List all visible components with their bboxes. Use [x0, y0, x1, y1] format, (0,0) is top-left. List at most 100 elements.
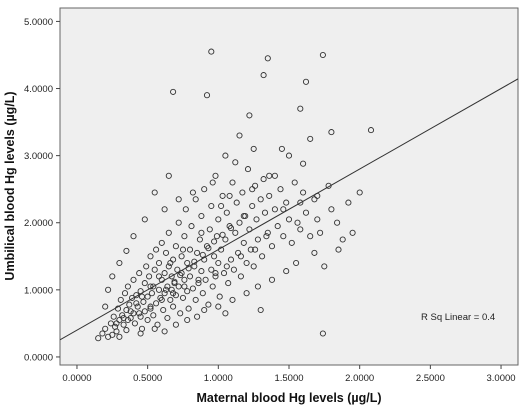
data-point [283, 199, 290, 206]
data-point [179, 246, 187, 253]
data-point [311, 249, 318, 256]
data-point [215, 216, 222, 223]
data-point [222, 310, 229, 317]
y-tick-label: 2.0000 [24, 218, 53, 229]
data-point [131, 320, 138, 327]
data-point [335, 246, 342, 253]
data-point [212, 273, 219, 280]
data-point [147, 303, 154, 310]
data-point [198, 229, 205, 236]
data-point [165, 229, 172, 236]
data-point [215, 303, 222, 310]
data-point [202, 276, 209, 283]
data-point [130, 233, 137, 240]
data-point [223, 263, 230, 270]
data-point [151, 266, 158, 273]
data-point [181, 283, 188, 290]
data-point [239, 189, 246, 196]
data-point [349, 229, 356, 236]
data-point [162, 286, 170, 293]
data-point [288, 239, 295, 246]
data-point [136, 270, 143, 277]
data-point [261, 209, 269, 216]
data-point [137, 313, 144, 320]
data-point [172, 243, 179, 250]
data-point [233, 199, 240, 206]
data-point [189, 189, 196, 196]
data-point [263, 233, 270, 240]
data-point [271, 206, 278, 213]
data-point [116, 259, 123, 267]
data-point [302, 209, 310, 216]
x-tick-label: 2.0000 [345, 373, 374, 384]
x-tick-label: 0.5000 [133, 373, 162, 384]
data-point [172, 321, 179, 328]
data-point [252, 246, 259, 253]
data-point [109, 331, 116, 338]
data-point [192, 196, 199, 203]
data-point [185, 305, 192, 312]
data-point [141, 216, 148, 223]
data-point [147, 253, 154, 260]
data-point [285, 152, 293, 159]
data-point [165, 263, 172, 270]
data-point [278, 145, 285, 152]
data-point [227, 225, 235, 232]
data-point [208, 266, 215, 273]
data-point [195, 280, 202, 287]
y-tick-label: 3.0000 [24, 151, 53, 162]
data-point [127, 308, 134, 315]
data-point [227, 256, 235, 263]
data-point [266, 192, 273, 199]
data-point [120, 321, 127, 328]
data-point [319, 330, 326, 337]
data-point [164, 314, 171, 322]
data-point [130, 276, 137, 283]
data-point [178, 253, 185, 260]
data-point [229, 179, 236, 186]
data-point [244, 166, 252, 173]
x-axis-title: Maternal blood Hg levels (µg/L) [197, 391, 382, 405]
data-point [171, 278, 178, 285]
x-tick-label: 0.0000 [62, 373, 91, 384]
data-point [339, 236, 346, 243]
data-point [161, 328, 168, 335]
data-point [134, 303, 141, 310]
data-point [186, 246, 194, 253]
data-point [280, 206, 287, 213]
data-point [167, 296, 174, 303]
data-point [230, 266, 237, 273]
data-point [102, 325, 109, 332]
data-point [189, 285, 196, 292]
data-point [198, 268, 205, 275]
data-point [208, 48, 215, 55]
data-point [356, 189, 363, 196]
data-point [201, 306, 208, 314]
data-point [177, 310, 184, 317]
data-point [146, 273, 153, 280]
x-tick-label: 1.5000 [274, 373, 303, 384]
data-point [124, 283, 131, 290]
data-point [334, 219, 341, 226]
data-point [184, 259, 191, 267]
data-point [138, 293, 146, 300]
data-point [220, 270, 228, 277]
r-squared-annotation: R Sq Linear = 0.4 [421, 312, 495, 323]
data-point [237, 273, 244, 280]
x-tick-label: 1.0000 [204, 373, 233, 384]
data-point [161, 290, 168, 297]
data-point [205, 245, 212, 252]
data-point [199, 290, 206, 297]
fit-line [60, 78, 518, 341]
data-point [124, 316, 131, 324]
data-point [297, 199, 304, 206]
data-point [260, 72, 267, 79]
data-point [123, 247, 130, 254]
data-point [109, 273, 116, 280]
data-point [179, 294, 187, 301]
y-tick-label: 5.0000 [24, 17, 53, 28]
data-point [203, 92, 211, 99]
data-point [113, 328, 120, 335]
